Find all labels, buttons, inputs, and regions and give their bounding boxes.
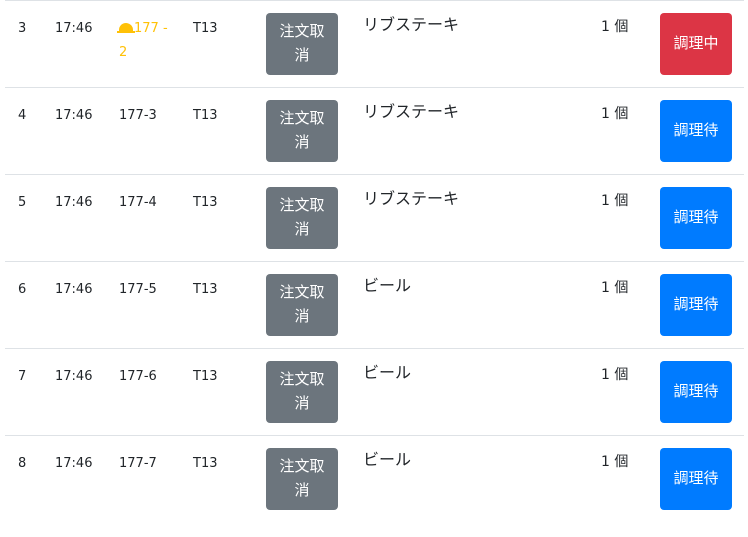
ticket-label: 177-5 (119, 282, 157, 297)
table-number: T13 (193, 282, 218, 297)
quantity: 1 個 (601, 454, 629, 470)
order-time: 17:46 (55, 369, 93, 384)
status-button-waiting[interactable]: 調理待 (660, 100, 732, 162)
order-time: 17:46 (55, 195, 93, 210)
item-name: ビール (363, 276, 412, 295)
status-button-waiting[interactable]: 調理待 (660, 187, 732, 249)
cancel-order-button[interactable]: 注文取消 (266, 361, 338, 423)
table-row: 5 17:46 177-4 T13 注文取消 リブステーキ 1 個 調理待 (5, 174, 744, 261)
item-name: ビール (363, 450, 412, 469)
quantity: 1 個 (601, 193, 629, 209)
row-number: 5 (18, 195, 27, 210)
ticket-number: 177-5 (119, 278, 179, 302)
cancel-order-button[interactable]: 注文取消 (266, 13, 338, 75)
ticket-number: 177-7 (119, 452, 179, 476)
cancel-order-button[interactable]: 注文取消 (266, 187, 338, 249)
item-name: リブステーキ (363, 189, 460, 208)
ticket-number: 177-3 (119, 104, 179, 128)
quantity: 1 個 (601, 280, 629, 296)
item-name: リブステーキ (363, 15, 460, 34)
table-row: 7 17:46 177-6 T13 注文取消 ビール 1 個 調理待 (5, 348, 744, 435)
item-name: ビール (363, 363, 412, 382)
ticket-number: 177-6 (119, 365, 179, 389)
table-number: T13 (193, 456, 218, 471)
row-number: 7 (18, 369, 27, 384)
orders-table: 3 17:46 177 - 2 T13 注文取消 リブステーキ 1 個 調理中 4… (5, 0, 744, 522)
quantity: 1 個 (601, 367, 629, 383)
quantity: 1 個 (601, 19, 629, 35)
cancel-order-button[interactable]: 注文取消 (266, 274, 338, 336)
order-time: 17:46 (55, 456, 93, 471)
status-button-cooking[interactable]: 調理中 (660, 13, 732, 75)
ticket-label: 177-7 (119, 456, 157, 471)
ticket-label: 177-6 (119, 369, 157, 384)
table-row: 4 17:46 177-3 T13 注文取消 リブステーキ 1 個 調理待 (5, 87, 744, 174)
quantity: 1 個 (601, 106, 629, 122)
cancel-order-button[interactable]: 注文取消 (266, 448, 338, 510)
order-time: 17:46 (55, 21, 93, 36)
status-button-waiting[interactable]: 調理待 (660, 448, 732, 510)
table-number: T13 (193, 108, 218, 123)
table-row: 3 17:46 177 - 2 T13 注文取消 リブステーキ 1 個 調理中 (5, 0, 744, 87)
ticket-label: 177 - 2 (119, 21, 168, 60)
row-number: 3 (18, 21, 27, 36)
order-time: 17:46 (55, 282, 93, 297)
table-number: T13 (193, 195, 218, 210)
table-row: 6 17:46 177-5 T13 注文取消 ビール 1 個 調理待 (5, 261, 744, 348)
row-number: 6 (18, 282, 27, 297)
cancel-order-button[interactable]: 注文取消 (266, 100, 338, 162)
row-number: 4 (18, 108, 27, 123)
ticket-label: 177-3 (119, 108, 157, 123)
status-button-waiting[interactable]: 調理待 (660, 274, 732, 336)
ticket-label: 177-4 (119, 195, 157, 210)
table-number: T13 (193, 21, 218, 36)
status-button-waiting[interactable]: 調理待 (660, 361, 732, 423)
table-number: T13 (193, 369, 218, 384)
table-row: 8 17:46 177-7 T13 注文取消 ビール 1 個 調理待 (5, 435, 744, 522)
ticket-number: 177-4 (119, 191, 179, 215)
row-number: 8 (18, 456, 27, 471)
item-name: リブステーキ (363, 102, 460, 121)
order-time: 17:46 (55, 108, 93, 123)
ticket-number: 177 - 2 (117, 17, 179, 65)
bell-icon (117, 23, 135, 33)
